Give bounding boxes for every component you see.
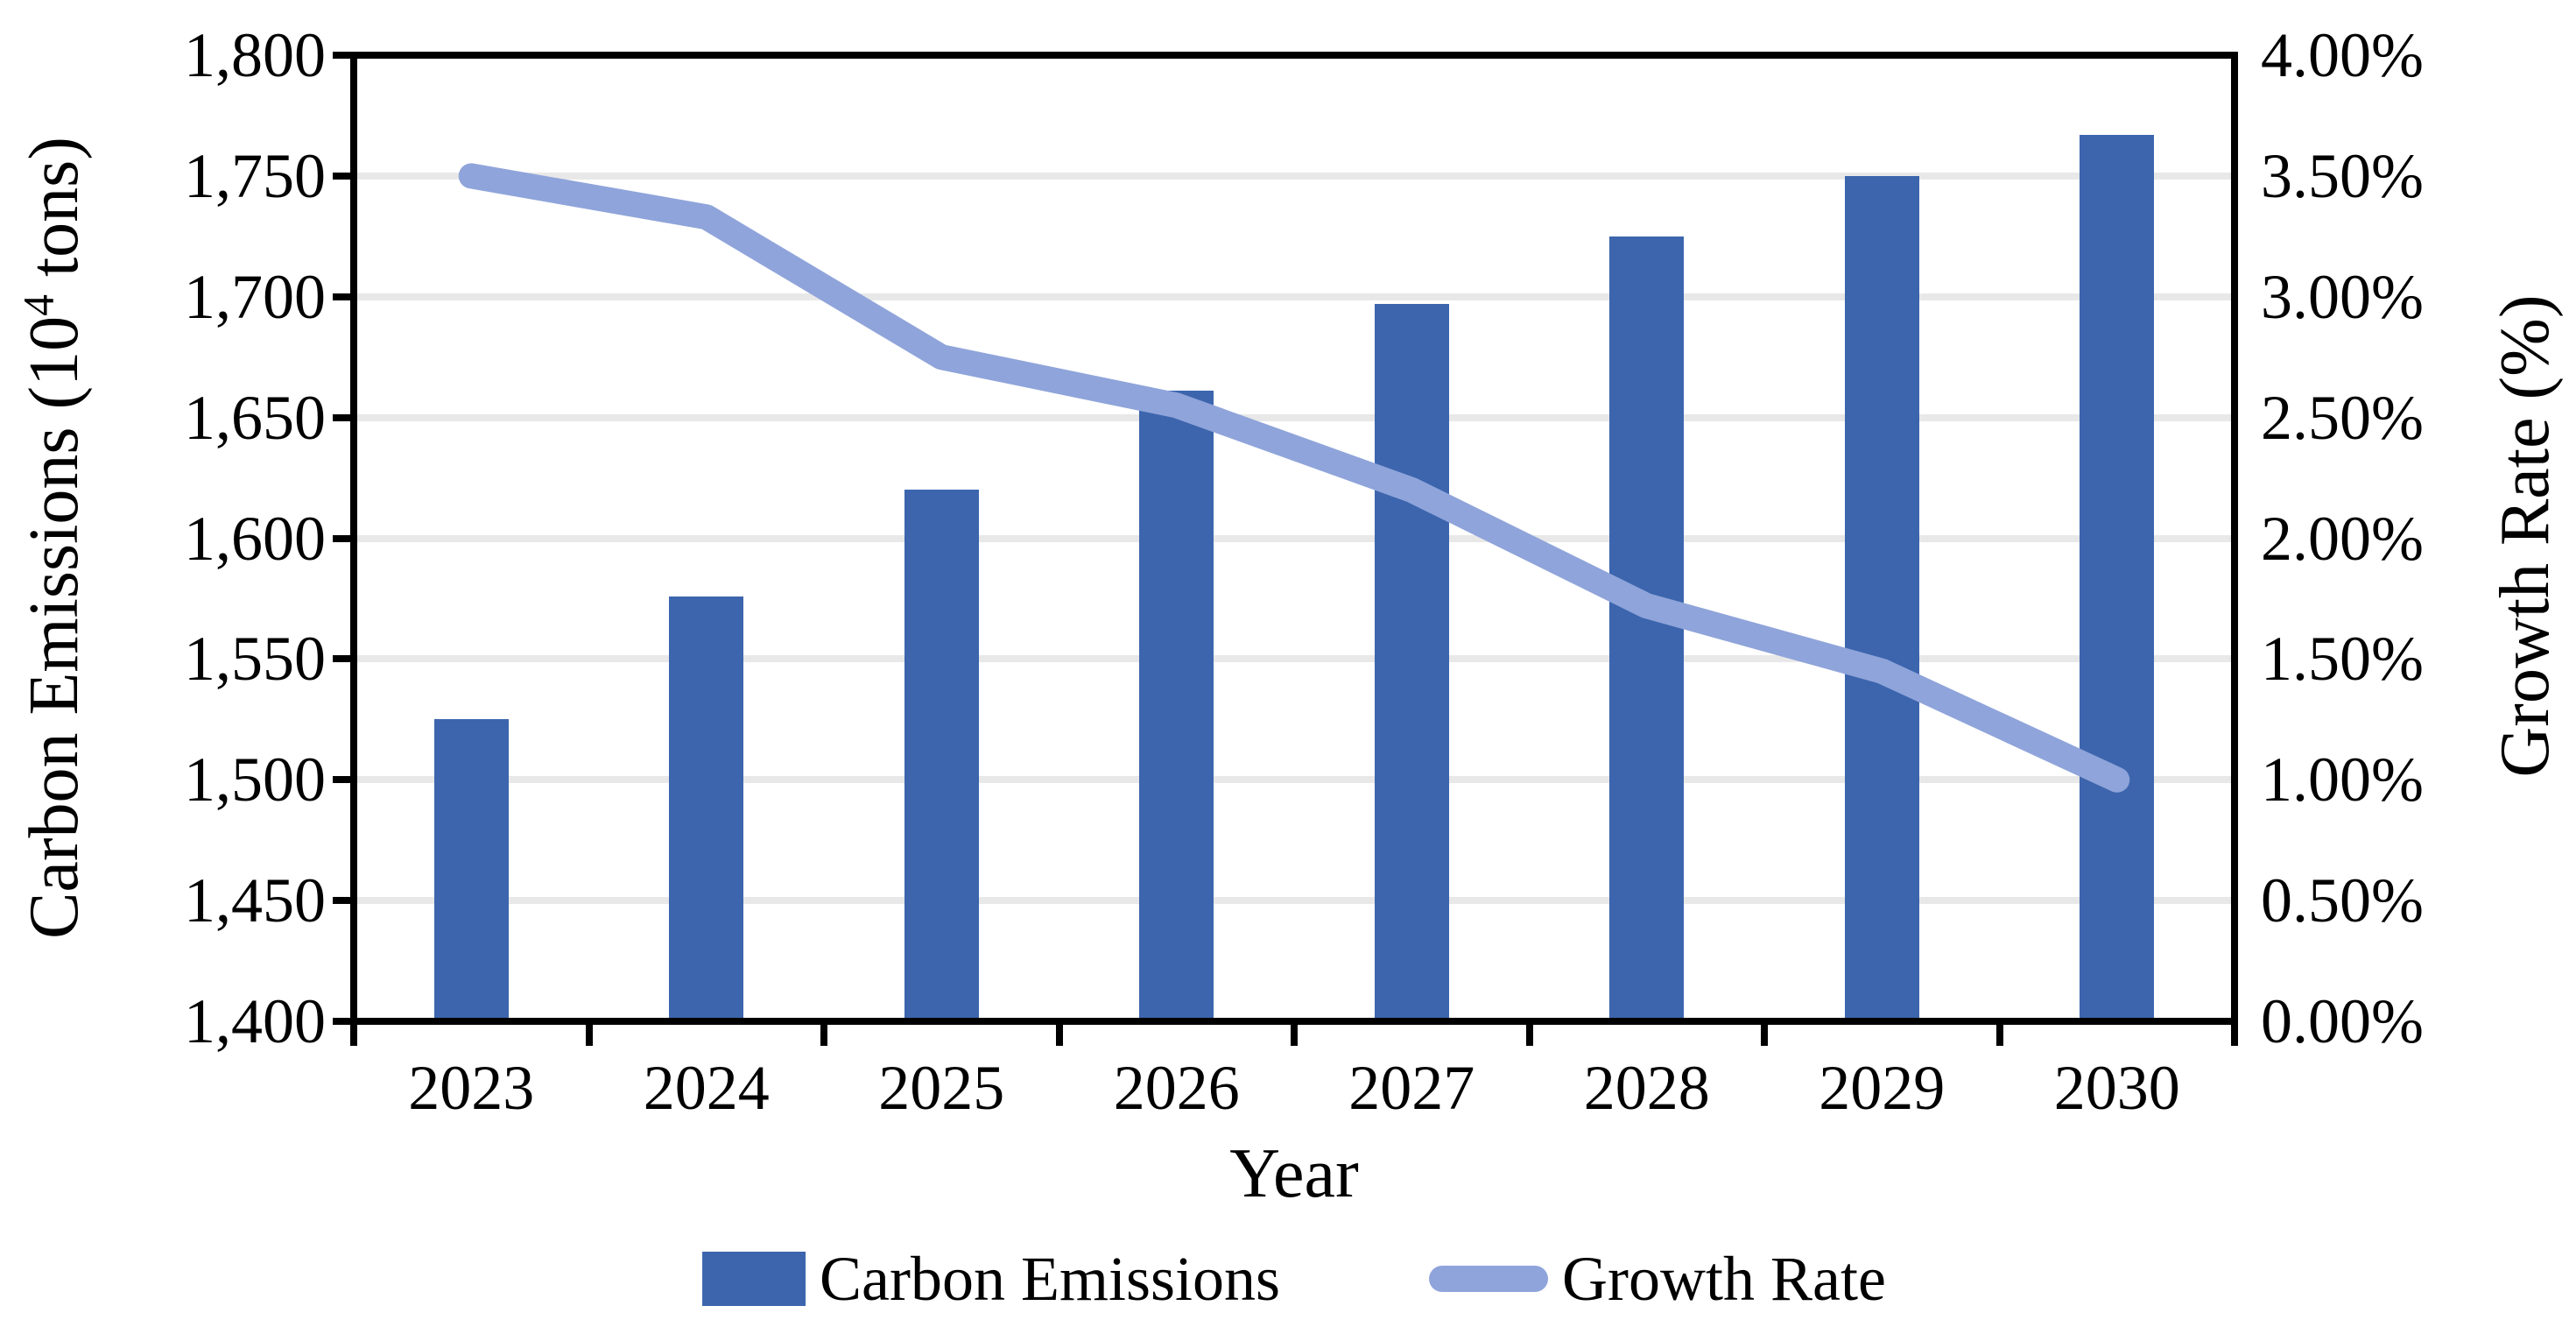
x-axis-tick — [1761, 1025, 1768, 1046]
left-axis-tick-label: 1,550 — [184, 624, 326, 695]
right-axis-tick-label: 2.50% — [2261, 382, 2424, 453]
right-axis-tick-label: 1.50% — [2261, 624, 2424, 695]
right-axis-tick-label: 2.00% — [2261, 503, 2424, 574]
right-axis-tick-label: 1.00% — [2261, 745, 2424, 815]
left-axis-title: Carbon Emissions (104 tons) — [14, 137, 93, 939]
x-axis-tick-label: 2027 — [1348, 1053, 1475, 1123]
right-axis-tick-label: 3.50% — [2261, 140, 2424, 211]
left-axis-tick — [333, 293, 354, 300]
left-axis-tick — [333, 1018, 354, 1025]
gridline — [354, 897, 2235, 905]
x-axis-tick-label: 2024 — [643, 1053, 770, 1123]
bar-series-swatch — [702, 1252, 806, 1306]
growth-rate-line — [458, 163, 2130, 793]
x-axis-tick — [585, 1025, 593, 1046]
x-axis-tick-label: 2026 — [1113, 1053, 1240, 1123]
bar-2025 — [904, 490, 979, 1021]
left-axis-tick — [333, 413, 354, 421]
gridline — [354, 534, 2235, 542]
left-axis-tick-label: 1,500 — [184, 745, 326, 815]
bar-2026 — [1139, 391, 1214, 1021]
left-axis-tick-label: 1,400 — [184, 986, 326, 1056]
x-axis-tick-label: 2029 — [1819, 1053, 1946, 1123]
gridline — [354, 293, 2235, 300]
gridline — [354, 776, 2235, 784]
bar-2030 — [2080, 134, 2155, 1021]
left-axis-tick — [333, 897, 354, 905]
bar-2028 — [1609, 236, 1685, 1021]
x-axis-tick — [1525, 1025, 1533, 1046]
line-series-swatch — [1429, 1266, 1549, 1292]
plot-area-border — [350, 52, 2238, 1025]
x-axis-tick — [350, 1025, 357, 1046]
x-axis-tick-label: 2030 — [2053, 1053, 2180, 1123]
left-axis-tick — [333, 52, 354, 59]
x-axis-tick-label: 2023 — [408, 1053, 535, 1123]
left-axis-tick — [333, 172, 354, 180]
legend-item-growth-rate: Growth Rate — [1429, 1237, 1886, 1321]
left-axis-title-text: Carbon Emissions (10 — [16, 315, 93, 939]
left-axis-tick-label: 1,650 — [184, 382, 326, 453]
left-axis-tick — [333, 655, 354, 663]
left-axis-title-superscript: 4 — [14, 294, 63, 316]
right-axis-title: Growth Rate (%) — [2487, 294, 2564, 778]
bar-2027 — [1374, 304, 1449, 1021]
legend-item-carbon-emissions: Carbon Emissions — [702, 1237, 1280, 1321]
bar-2024 — [669, 596, 744, 1021]
bar-2029 — [1844, 175, 1919, 1021]
left-axis-tick-label: 1,700 — [184, 261, 326, 332]
left-axis-tick-label: 1,450 — [184, 865, 326, 936]
x-axis-title: Year — [1229, 1135, 1359, 1212]
gridline — [354, 413, 2235, 421]
left-axis-tick-label: 1,800 — [184, 20, 326, 90]
legend-label-carbon-emissions: Carbon Emissions — [820, 1244, 1281, 1314]
x-axis-tick — [1291, 1025, 1298, 1046]
x-axis-tick — [2231, 1025, 2238, 1046]
right-axis-tick-label: 3.00% — [2261, 261, 2424, 332]
right-axis-tick-label: 0.50% — [2261, 865, 2424, 936]
right-axis-tick-label: 4.00% — [2261, 20, 2424, 90]
x-axis-tick-label: 2028 — [1583, 1053, 1710, 1123]
left-axis-tick-label: 1,600 — [184, 503, 326, 574]
gridline — [354, 655, 2235, 663]
bar-2023 — [433, 719, 509, 1021]
legend-label-growth-rate: Growth Rate — [1562, 1244, 1886, 1314]
gridline — [354, 172, 2235, 180]
x-axis-tick — [820, 1025, 827, 1046]
right-axis-tick-label: 0.00% — [2261, 986, 2424, 1056]
x-axis-tick — [1055, 1025, 1063, 1046]
x-axis-tick-label: 2025 — [878, 1053, 1005, 1123]
x-axis-tick — [1995, 1025, 2003, 1046]
left-axis-tick — [333, 534, 354, 542]
legend: Carbon Emissions Growth Rate — [702, 1237, 1886, 1321]
left-axis-tick-label: 1,750 — [184, 140, 326, 211]
left-axis-title-unit: tons) — [16, 137, 93, 295]
left-axis-tick — [333, 776, 354, 784]
